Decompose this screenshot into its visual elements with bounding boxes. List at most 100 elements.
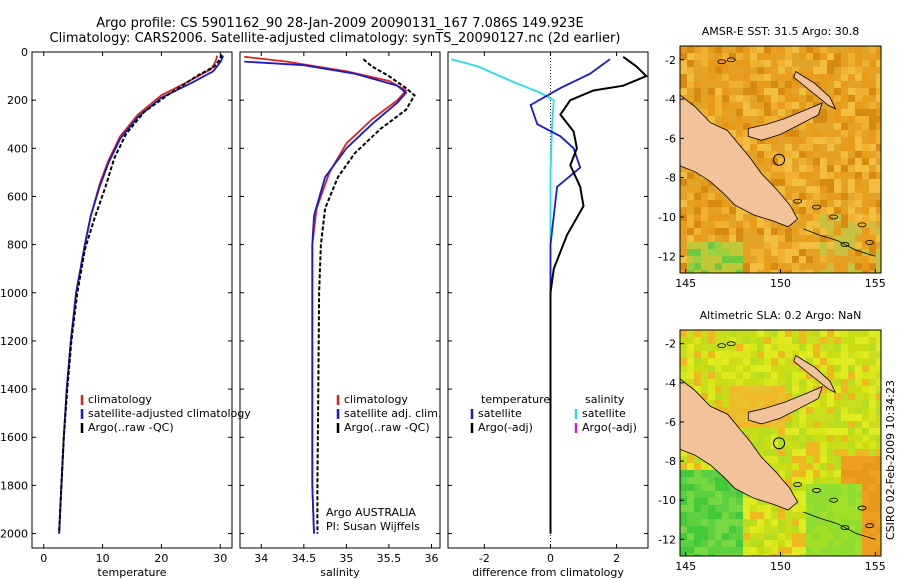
- sst_map-cell: [736, 207, 743, 214]
- sla_map-cell: [743, 505, 750, 512]
- sla_map-cell: [806, 337, 813, 344]
- sst_map-cell: [862, 214, 869, 221]
- sst_map-cell: [855, 102, 862, 109]
- sla_map-cell: [778, 512, 785, 519]
- sla_map-cell: [876, 512, 881, 519]
- sla_map-cell: [792, 505, 799, 512]
- sla_map-cell: [680, 449, 687, 456]
- sst_map-cell: [792, 81, 799, 88]
- sla_map-cell: [680, 358, 687, 365]
- sla_map-cell: [813, 358, 820, 365]
- sla_map-cell: [841, 358, 848, 365]
- sla_map-cell: [743, 519, 750, 526]
- sla_map-cell: [757, 428, 764, 435]
- sst_map-cell: [736, 137, 743, 144]
- sla_map-cell: [750, 358, 757, 365]
- sst_map-cell: [806, 235, 813, 242]
- sst_map-cell: [827, 60, 834, 67]
- sla_map-cell: [855, 365, 862, 372]
- sst_map-cell: [813, 60, 820, 67]
- sst_map-cell: [701, 228, 708, 235]
- sla_map-cell: [813, 456, 820, 463]
- sla_map-cell: [834, 554, 841, 556]
- sla_map-cell: [855, 442, 862, 449]
- sst_map-cell: [736, 95, 743, 102]
- sst_map-cell: [750, 270, 757, 273]
- sst_map-cell: [834, 242, 841, 249]
- sla_map-cell: [806, 491, 813, 498]
- sla_map-cell: [848, 400, 855, 407]
- sst_map-cell: [771, 102, 778, 109]
- reef-line: [803, 228, 876, 257]
- sla_map-cell: [750, 554, 757, 556]
- sla_map-cell: [806, 505, 813, 512]
- sla_map-cell: [680, 533, 687, 540]
- sst_map-cell: [694, 81, 701, 88]
- reef-line: [803, 511, 876, 540]
- salinity-xtick-label: 34.5: [292, 552, 317, 565]
- sst_map-cell: [834, 74, 841, 81]
- sst_map-cell: [862, 200, 869, 207]
- sla_map-cell: [841, 463, 848, 470]
- sla_map-cell: [834, 526, 841, 533]
- sla_map-cell: [848, 449, 855, 456]
- sla_map-cell: [813, 428, 820, 435]
- sla_map-cell: [813, 344, 820, 351]
- sst_map-cell: [722, 256, 729, 263]
- sla_map-cell: [729, 547, 736, 554]
- sla_map-cell: [862, 470, 869, 477]
- temperature-legend-entry: Argo(..raw -QC): [88, 421, 174, 434]
- sst_map-cell: [680, 214, 687, 221]
- sla_map-cell: [743, 533, 750, 540]
- sst_map-cell: [750, 109, 757, 116]
- sla_map-cell: [820, 365, 827, 372]
- sla_map-cell: [743, 526, 750, 533]
- sla_map-cell: [806, 379, 813, 386]
- sla_map-cell: [764, 526, 771, 533]
- sla_map-cell: [848, 372, 855, 379]
- sla_map-cell: [869, 526, 876, 533]
- sla_map-cell: [841, 407, 848, 414]
- sla_map-cell: [694, 498, 701, 505]
- sst_map-cell: [799, 214, 806, 221]
- sla_map-cell: [792, 484, 799, 491]
- small-island: [865, 240, 875, 245]
- sst_map-cell: [862, 235, 869, 242]
- sst_map-cell: [855, 228, 862, 235]
- sst_map-cell: [862, 270, 869, 273]
- sla_map-cell: [680, 505, 687, 512]
- small-island: [793, 198, 802, 204]
- sst_map-cell: [743, 214, 750, 221]
- sst_map-cell: [708, 228, 715, 235]
- sst_map-cell: [869, 172, 876, 179]
- sst_map-cell: [729, 109, 736, 116]
- sla_map-cell: [722, 519, 729, 526]
- sst_map-cell: [785, 158, 792, 165]
- sla_map-cell: [862, 330, 869, 337]
- sla_map-cell: [848, 512, 855, 519]
- sla_map-cell: [855, 351, 862, 358]
- sla_map-cell: [750, 512, 757, 519]
- sla_map-cell: [764, 540, 771, 547]
- sla_map-cell: [841, 456, 848, 463]
- sst_map-cell: [750, 67, 757, 74]
- sla_map-cell: [841, 400, 848, 407]
- sst_map-cell: [708, 88, 715, 95]
- sla_map-cell: [792, 414, 799, 421]
- sst_map-cell: [757, 242, 764, 249]
- sla_map-cell: [778, 358, 785, 365]
- sst_map-cell: [876, 137, 881, 144]
- sla_map-cell: [750, 519, 757, 526]
- sla_map-cell: [841, 484, 848, 491]
- sst_map-cell: [806, 46, 813, 53]
- sst_map-cell: [680, 165, 687, 172]
- sla_map-cell: [764, 372, 771, 379]
- sla_map-cell: [757, 526, 764, 533]
- sla_map-cell: [792, 463, 799, 470]
- sst_map-cell: [841, 46, 848, 53]
- sst_map-cell: [827, 81, 834, 88]
- sst_map-cell: [806, 74, 813, 81]
- difference-legend-entry: Argo(-adj): [582, 421, 637, 434]
- sst_map-cell: [834, 193, 841, 200]
- sst_map-cell: [729, 102, 736, 109]
